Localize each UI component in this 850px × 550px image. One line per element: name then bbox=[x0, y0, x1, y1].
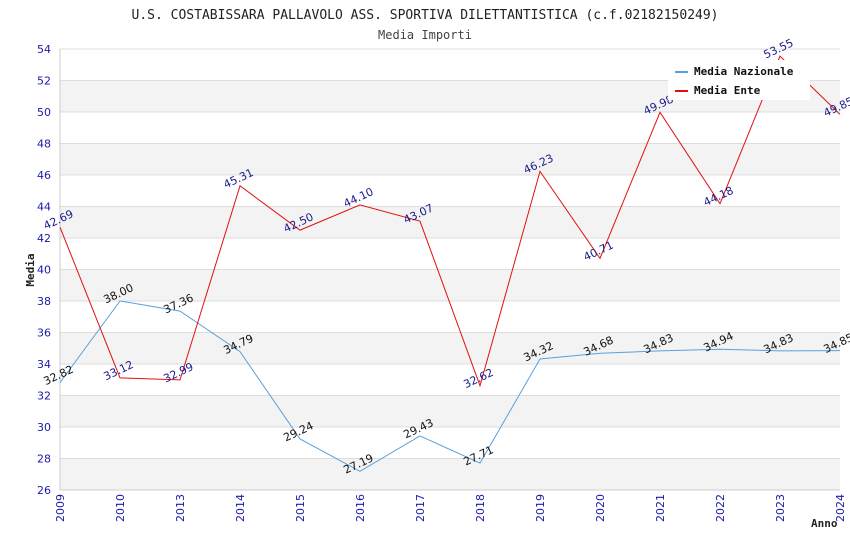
x-tick-2015: 2015 bbox=[294, 494, 307, 522]
x-tick-labels: 2009 2010 2013 2014 2015 2016 2017 2018 2019 2020… bbox=[54, 494, 847, 522]
x-tick-2016: 2016 bbox=[354, 494, 367, 522]
band-10 bbox=[60, 143, 840, 175]
axes bbox=[59, 49, 840, 491]
series-line-media-nazionale bbox=[59, 300, 841, 472]
y-tick-52: 52 bbox=[37, 75, 51, 88]
x-tick-2023: 2023 bbox=[774, 494, 787, 522]
x-tick-2024: 2024 bbox=[834, 494, 847, 522]
y-tick-labels: 26 28 30 32 34 36 38 40 42 44 46 48 50 52 54 bbox=[37, 43, 51, 497]
x-tick-2013: 2013 bbox=[174, 494, 187, 522]
gridlines bbox=[60, 48, 840, 491]
x-axis-label: Anno bbox=[811, 517, 838, 530]
y-tick-42: 42 bbox=[37, 232, 51, 245]
y-tick-30: 30 bbox=[37, 421, 51, 434]
y-tick-44: 44 bbox=[37, 201, 51, 214]
y-tick-50: 50 bbox=[37, 106, 51, 119]
x-tick-2021: 2021 bbox=[654, 494, 667, 522]
x-tick-2017: 2017 bbox=[414, 494, 427, 522]
y-tick-26: 26 bbox=[37, 484, 51, 497]
band-11 bbox=[60, 112, 840, 144]
y-tick-46: 46 bbox=[37, 169, 51, 182]
legend: Media Nazionale Media Ente bbox=[668, 60, 810, 100]
y-tick-54: 54 bbox=[37, 43, 51, 56]
x-tick-2010: 2010 bbox=[114, 494, 127, 522]
x-tick-2009: 2009 bbox=[54, 494, 67, 522]
band-0 bbox=[60, 458, 840, 490]
band-1 bbox=[60, 427, 840, 459]
series-lines bbox=[59, 55, 841, 472]
y-tick-32: 32 bbox=[37, 390, 51, 403]
band-8 bbox=[60, 206, 840, 238]
y-tick-38: 38 bbox=[37, 295, 51, 308]
series-line-media-ente bbox=[59, 55, 841, 388]
chart-subtitle: Media Importi bbox=[378, 28, 472, 42]
x-tick-2019: 2019 bbox=[534, 494, 547, 522]
band-5 bbox=[60, 301, 840, 333]
band-6 bbox=[60, 269, 840, 301]
y-tick-36: 36 bbox=[37, 327, 51, 340]
band-7 bbox=[60, 238, 840, 270]
legend-label-media-nazionale: Media Nazionale bbox=[694, 65, 794, 78]
y-tick-40: 40 bbox=[37, 264, 51, 277]
y-axis-label: Media bbox=[24, 253, 37, 286]
band-3 bbox=[60, 364, 840, 396]
legend-box bbox=[668, 60, 810, 100]
x-tick-2022: 2022 bbox=[714, 494, 727, 522]
x-tick-2020: 2020 bbox=[594, 494, 607, 522]
x-tick-2014: 2014 bbox=[234, 494, 247, 522]
x-tick-2018: 2018 bbox=[474, 494, 487, 522]
y-tick-48: 48 bbox=[37, 138, 51, 151]
band-9 bbox=[60, 175, 840, 207]
band-2 bbox=[60, 395, 840, 427]
chart-title: U.S. COSTABISSARA PALLAVOLO ASS. SPORTIV… bbox=[132, 8, 719, 23]
y-tick-34: 34 bbox=[37, 358, 51, 371]
y-tick-28: 28 bbox=[37, 453, 51, 466]
legend-label-media-ente: Media Ente bbox=[694, 84, 761, 97]
